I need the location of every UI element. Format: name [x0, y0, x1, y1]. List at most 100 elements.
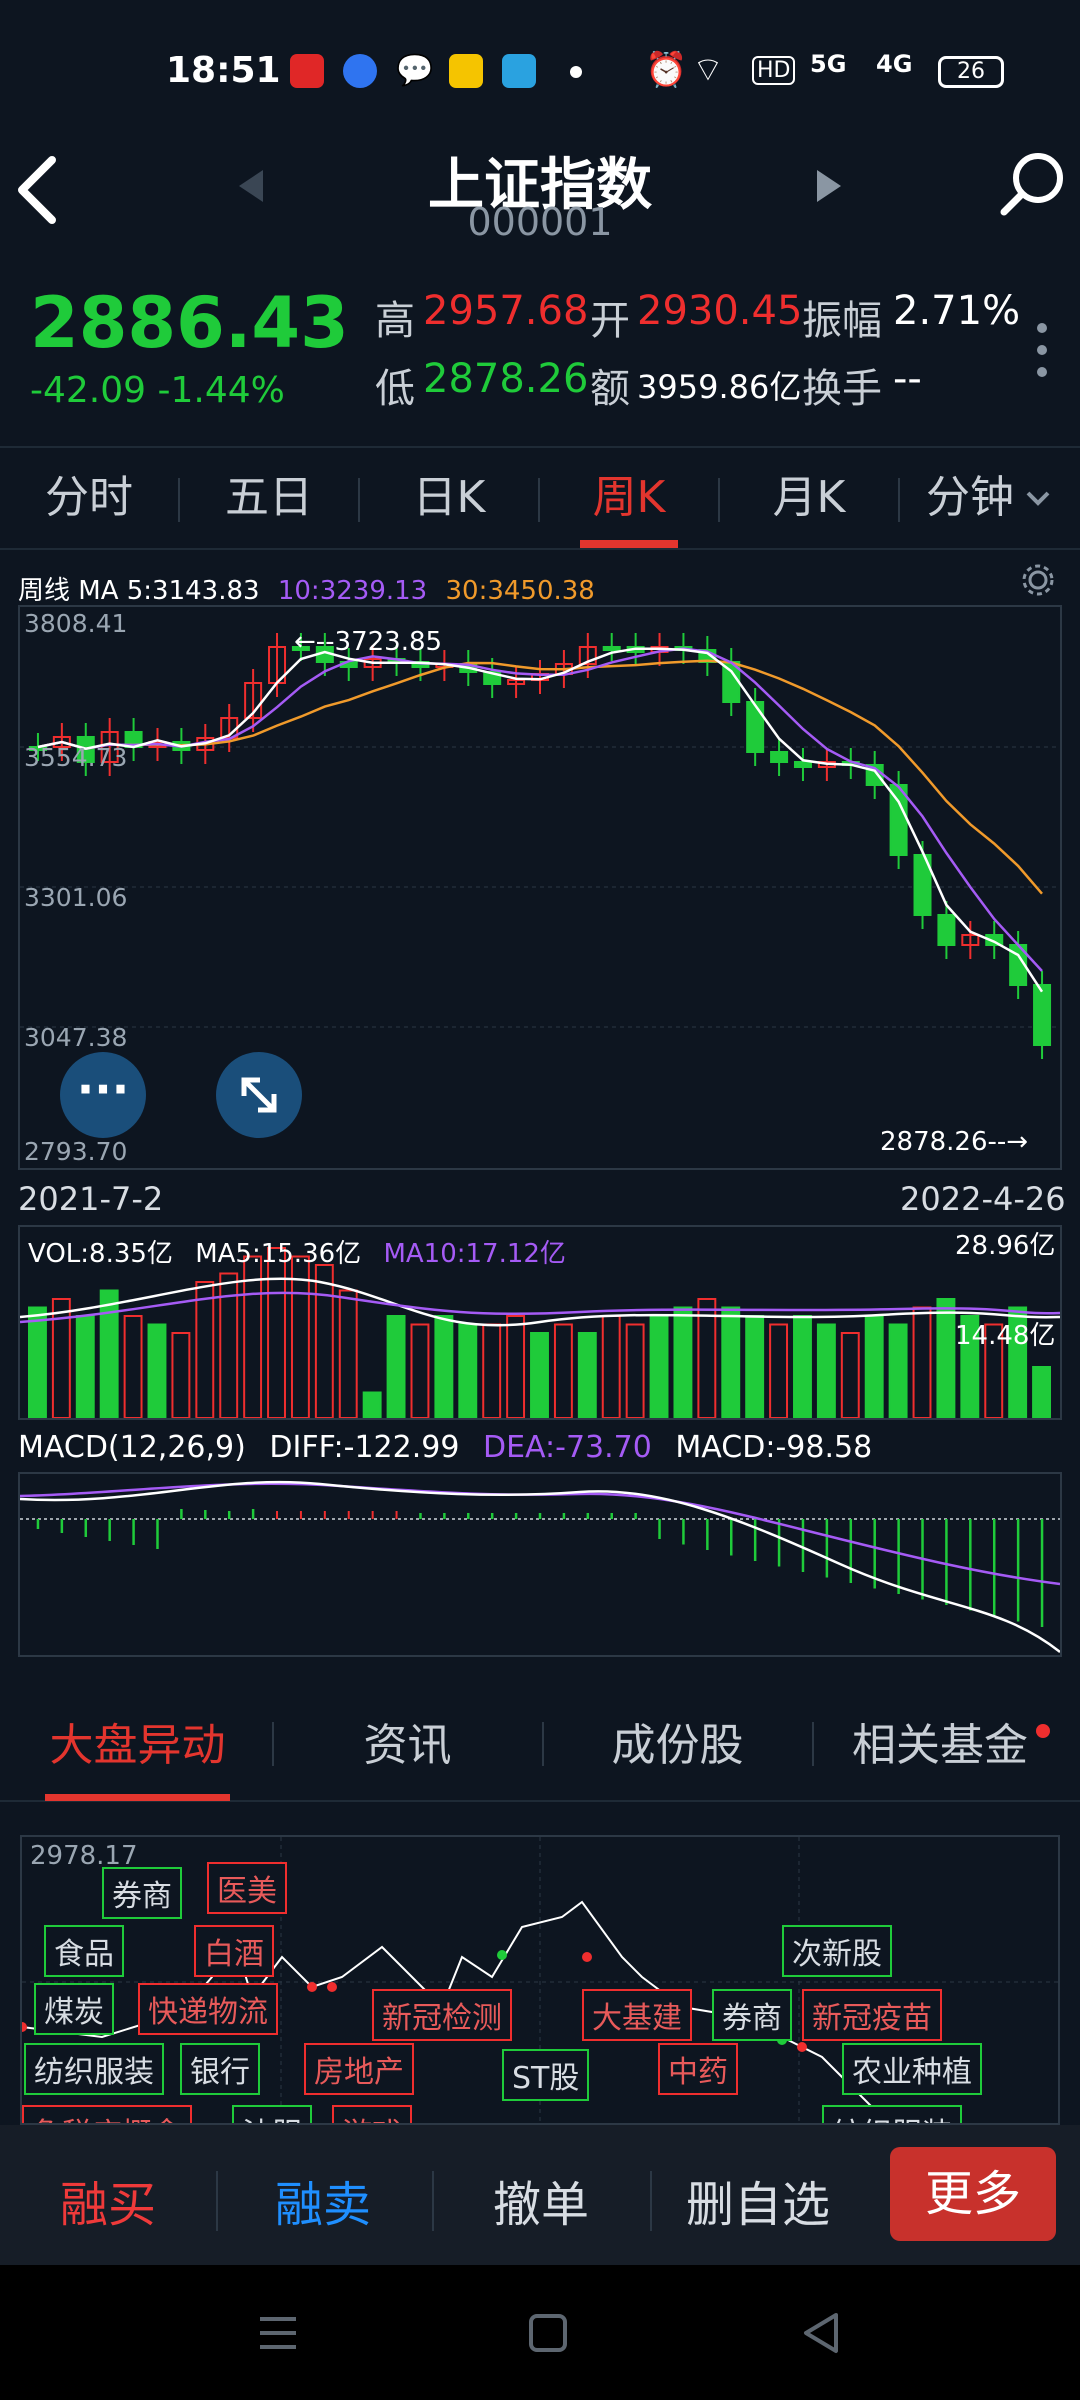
sector-tag[interactable]: 银行	[180, 2043, 260, 2095]
tab-minute[interactable]: 分钟	[926, 472, 1014, 523]
system-nav-bar	[0, 2265, 1080, 2400]
remove-watchlist-button[interactable]: 删自选	[686, 2177, 831, 2233]
tab-monthly-k[interactable]: 月K	[772, 472, 846, 523]
settings-gear-icon[interactable]	[1020, 562, 1056, 598]
sector-tag[interactable]: 新冠检测	[372, 1989, 512, 2041]
volume-bar	[673, 1306, 693, 1418]
current-price: 2886.43	[30, 282, 349, 364]
candle-body	[28, 746, 47, 751]
sector-tag[interactable]: 纺织服装	[822, 2105, 962, 2123]
macd-svg	[20, 1480, 1060, 1653]
volume-bar	[697, 1298, 717, 1418]
prev-stock-icon[interactable]	[235, 168, 265, 204]
clock: 18:51	[166, 50, 281, 91]
quote-panel: 2886.43 -42.09 -1.44% 高 2957.68 开 2930.4…	[0, 270, 1080, 445]
margin-sell-button[interactable]: 融卖	[275, 2177, 372, 2233]
candle-body	[985, 934, 1004, 946]
volume-bar	[577, 1332, 597, 1418]
vol-ma5: MA5:15.36亿	[195, 1239, 362, 1269]
sector-tag[interactable]: 游戏	[332, 2105, 412, 2123]
candle-body	[507, 679, 526, 685]
tab-divider	[718, 478, 720, 522]
vol-top-label: 28.96亿	[955, 1231, 1056, 1261]
search-icon[interactable]	[1000, 150, 1066, 216]
sector-tag[interactable]: 券商	[712, 1989, 792, 2041]
y-label-bottom: 2793.70	[24, 1137, 128, 1166]
candle-body	[961, 934, 980, 946]
alarm-icon: ⏰	[645, 50, 688, 90]
sector-tag[interactable]: 快递物流	[138, 1983, 278, 2035]
sector-tag[interactable]: 油服	[232, 2105, 312, 2123]
action-bar: 融买 融卖 撤单 删自选 更多	[0, 2125, 1080, 2265]
volume-bar	[840, 1332, 860, 1418]
macd-chart[interactable]	[18, 1472, 1062, 1657]
volume-bar	[625, 1323, 645, 1418]
sector-tag[interactable]: 免税店概念	[22, 2105, 192, 2123]
date-end: 2022-4-26	[900, 1180, 1066, 1218]
volume-bar	[410, 1323, 430, 1418]
action-divider	[650, 2171, 652, 2231]
kline-chart[interactable]: 3808.41 3554.73 3301.06 3047.38 2793.70 …	[18, 605, 1062, 1170]
sector-tag[interactable]: ST股	[502, 2049, 590, 2101]
tab-intraday[interactable]: 分时	[45, 472, 133, 523]
volume-bar	[1008, 1306, 1028, 1418]
cancel-order-button[interactable]: 撤单	[493, 2177, 590, 2233]
volume-bar	[912, 1306, 932, 1418]
candle-body	[770, 751, 789, 763]
candle-body	[793, 761, 812, 768]
more-menu-button[interactable]: ···	[60, 1052, 146, 1138]
tab-weekly-k[interactable]: 周K	[592, 472, 666, 523]
menu-icon[interactable]	[258, 2313, 298, 2353]
event-dot	[327, 1982, 337, 1992]
fullscreen-icon[interactable]	[216, 1052, 302, 1138]
macd-title: MACD(12,26,9)	[18, 1430, 246, 1465]
wechat-icon: 💬	[396, 53, 434, 88]
more-options-icon[interactable]	[1032, 320, 1052, 380]
volume-bar	[195, 1281, 215, 1418]
volume-bar	[769, 1323, 789, 1418]
tab-constituents[interactable]: 成份股	[611, 1720, 744, 1771]
sector-tag[interactable]: 大基建	[582, 1989, 692, 2041]
candle-body	[937, 914, 956, 946]
tab-related-funds[interactable]: 相关基金	[852, 1720, 1028, 1771]
high-marker: ←--3723.85	[294, 627, 443, 657]
sector-tag[interactable]: 新冠疫苗	[802, 1989, 942, 2041]
tab-daily-k[interactable]: 日K	[412, 472, 486, 523]
margin-buy-button[interactable]: 融买	[60, 2177, 157, 2233]
volume-bar	[219, 1272, 239, 1418]
open-label: 开	[590, 298, 630, 344]
volume-chart[interactable]: VOL:8.35亿 MA5:15.36亿 MA10:17.12亿 28.96亿 …	[18, 1225, 1062, 1420]
back-icon[interactable]	[12, 150, 62, 230]
sector-tag[interactable]: 中药	[658, 2043, 738, 2095]
sector-tag[interactable]: 农业种植	[842, 2043, 982, 2095]
sector-tag[interactable]: 券商	[102, 1867, 182, 1919]
tab-divider	[178, 478, 180, 522]
tab-market-movement[interactable]: 大盘异动	[49, 1720, 226, 1771]
sector-tag[interactable]: 次新股	[782, 1925, 892, 1977]
volume-bar	[482, 1323, 502, 1418]
more-button[interactable]: 更多	[890, 2147, 1056, 2241]
sector-tag[interactable]: 食品	[44, 1925, 124, 1977]
notification-dot	[1036, 1724, 1050, 1738]
volume-bar	[1032, 1366, 1051, 1418]
ma30-line	[37, 659, 1043, 895]
y-label-2: 3554.73	[24, 743, 128, 772]
amplitude-label: 振幅	[802, 298, 882, 344]
candle-body	[602, 646, 621, 651]
next-stock-icon[interactable]	[815, 168, 845, 204]
sector-tag[interactable]: 煤炭	[34, 1983, 114, 2035]
chevron-down-icon[interactable]	[1025, 490, 1051, 508]
sector-tag[interactable]: 医美	[207, 1862, 287, 1914]
tab-news[interactable]: 资讯	[363, 1720, 452, 1771]
intraday-movement-chart[interactable]: 2978.17 券商 医美 食品 白酒 煤炭 快递物流 新冠检测 大基建 券商 新冠疫苗 次新股 纺织…	[20, 1835, 1060, 2125]
sector-tag[interactable]: 房地产	[304, 2043, 414, 2095]
sector-tag[interactable]: 白酒	[194, 1925, 274, 1977]
home-icon[interactable]	[528, 2313, 568, 2353]
candle-body	[52, 736, 71, 748]
tab-five-day[interactable]: 五日	[225, 472, 313, 523]
volume-legend: VOL:8.35亿 MA5:15.36亿 MA10:17.12亿	[28, 1233, 566, 1270]
open-value: 2930.45	[637, 288, 803, 334]
macd-legend: MACD(12,26,9) DIFF:-122.99 DEA:-73.70 MA…	[18, 1430, 872, 1465]
back-nav-icon[interactable]	[800, 2311, 840, 2355]
sector-tag[interactable]: 纺织服装	[24, 2043, 164, 2095]
